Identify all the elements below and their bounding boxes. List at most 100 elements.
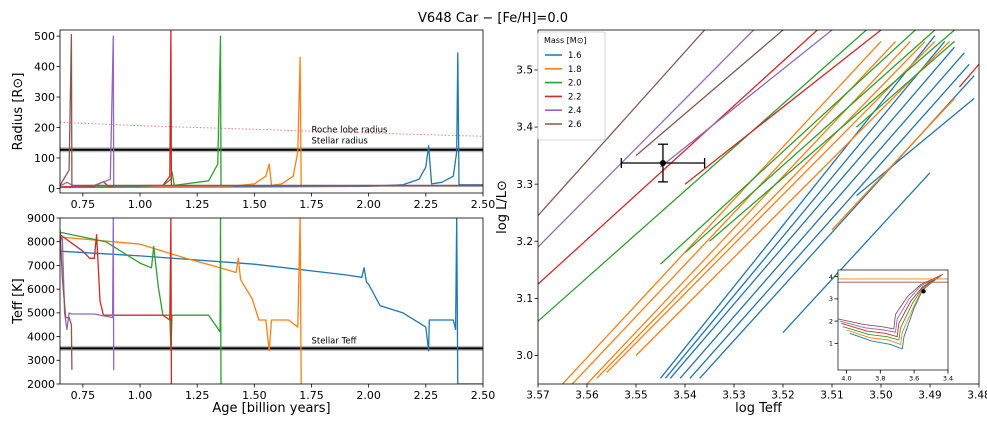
series-1.8-line-3 (596, 40, 926, 379)
xtick-label: 3.4 (943, 375, 953, 383)
xtick-label: 1.50 (242, 198, 267, 211)
observed-star (921, 289, 926, 294)
ytick-label: 3.2 (516, 236, 533, 248)
series-2.2-line-0 (538, 30, 818, 285)
series-2.0-line-4 (856, 40, 955, 128)
ytick-label: 3.5 (516, 65, 533, 77)
xtick-label: 1.50 (242, 389, 267, 402)
ytick-label: 1 (829, 340, 833, 348)
series-1.8-line-6 (831, 98, 955, 231)
ytick-label: 5000 (27, 307, 55, 320)
series-2.0-line-2 (684, 30, 936, 254)
observed-point (921, 289, 926, 294)
ytick-label: 7000 (27, 259, 55, 272)
series-2.4-line-0 (60, 218, 115, 371)
legend-label-2.4: 2.4 (568, 106, 582, 116)
xtick-label: 1.25 (185, 389, 210, 402)
xtick-label: 2.50 (471, 389, 496, 402)
series-1.8-line-5 (635, 40, 951, 356)
xtick-label: 3.57 (526, 390, 549, 402)
radius-panel: 0.75 1.00 1.25 1.50 1.75 2.00 2.25 2.50 0 100 200 3… (11, 29, 496, 211)
xtick-label: 3.50 (869, 390, 892, 402)
xtick-label: 1.00 (128, 389, 153, 402)
xtick-label: 3.54 (673, 390, 697, 402)
xtick-label: 2.25 (414, 198, 439, 211)
xtick-label: 2.00 (356, 198, 381, 211)
ytick-label: 4 (829, 273, 833, 281)
xtick-label: 2.00 (356, 389, 381, 402)
ytick-label: 2000 (27, 378, 55, 391)
series-2.0-line-3 (709, 30, 955, 242)
xtick-label: 4.0 (841, 375, 851, 383)
series-1.6-line-0 (849, 277, 939, 350)
ytick-label: 4000 (27, 330, 55, 343)
series-1.6-line-7 (856, 97, 975, 197)
xtick-label: 1.00 (128, 198, 153, 211)
xtick-label: 3.56 (575, 390, 599, 402)
ytick-label: 3.4 (516, 122, 533, 134)
series-2.6-line-0 (60, 229, 73, 370)
series-2.6-line-0 (60, 33, 483, 187)
series-1.6-line-2 (669, 46, 955, 379)
xtick-label: 1.75 (299, 198, 324, 211)
roche-lobe-label: Roche lobe radius (312, 126, 388, 136)
xtick-label: 2.50 (471, 198, 496, 211)
series-2.6-line-0 (838, 273, 944, 330)
series-1.6-line-0 (60, 52, 483, 189)
ytick-label: 300 (34, 91, 55, 104)
series-2.0-line-0 (842, 276, 940, 341)
series-1.8-line-1 (571, 40, 897, 384)
xtick-label: 3.6 (909, 375, 919, 383)
series-2.0-line-1 (660, 30, 916, 265)
series-1.8-line-0 (60, 218, 302, 384)
legend-label-2.2: 2.2 (568, 92, 582, 102)
series-1.8-line-4 (606, 40, 936, 374)
series-2.2-line-1 (684, 30, 882, 185)
xtick-label: 0.75 (71, 198, 96, 211)
series-1.8-line-0 (562, 40, 882, 384)
ytick-label: 0 (48, 182, 55, 195)
ytick-label: 9000 (27, 212, 55, 225)
series-2.0-line-0 (60, 218, 222, 384)
xtick-label: 3.52 (771, 390, 794, 402)
ytick-label: 6000 (27, 283, 55, 296)
xtick-label: 3.51 (820, 390, 843, 402)
series-1.8-line-2 (586, 40, 911, 384)
xtick-label: 3.49 (918, 390, 941, 402)
teff-xlabel: Age [billion years] (212, 401, 330, 416)
observed-star (620, 143, 706, 183)
series-2.2-line-0 (841, 275, 942, 338)
legend-label-2.6: 2.6 (568, 120, 582, 130)
xtick-label: 3.8 (875, 375, 885, 383)
teff-ylabel: Teff [K] (11, 278, 26, 325)
series-2.4-line-0 (538, 30, 755, 248)
stellar-teff-label: Stellar Teff (312, 337, 358, 347)
legend-label-1.6: 1.6 (568, 51, 582, 61)
hrd-inset-panel: 4.0 3.8 3.6 3.4 1 2 3 4 (829, 269, 953, 383)
series-1.6-line-0 (659, 35, 936, 379)
series-1.6-line-0 (60, 218, 483, 384)
ytick-label: 2 (829, 317, 833, 325)
xtick-label: 3.48 (967, 390, 987, 402)
ytick-label: 8000 (27, 236, 55, 249)
xtick-label: 2.25 (414, 389, 439, 402)
hrd-panel: 3.573.563.553.543.533.523.513.503.493.48… (495, 29, 987, 416)
series-1.6-line-6 (782, 172, 931, 334)
series-1.8-line-0 (60, 56, 483, 188)
ytick-label: 3.3 (516, 179, 533, 191)
hrd-xlabel: log Teff (735, 401, 783, 416)
series-2.4-line-1 (660, 30, 833, 168)
hrd-ylabel: log L/L⊙ (495, 180, 510, 234)
series-roche-lobe-radius-line-0 (60, 121, 483, 137)
xtick-label: 1.25 (185, 198, 210, 211)
xtick-label: 0.75 (71, 389, 96, 402)
radius-ylabel: Radius [R⊙] (11, 73, 26, 151)
series-2.6-line-1 (635, 30, 784, 157)
xtick-label: 3.53 (722, 390, 745, 402)
teff-panel: 0.75 1.00 1.25 1.50 1.75 2.00 2.25 2.50 2000 3000… (11, 212, 495, 416)
xtick-label: 1.75 (299, 389, 324, 402)
observed-point (659, 160, 666, 167)
ytick-label: 100 (34, 152, 55, 165)
figure-title: V648 Car − [Fe/H]=0.0 (418, 11, 568, 26)
